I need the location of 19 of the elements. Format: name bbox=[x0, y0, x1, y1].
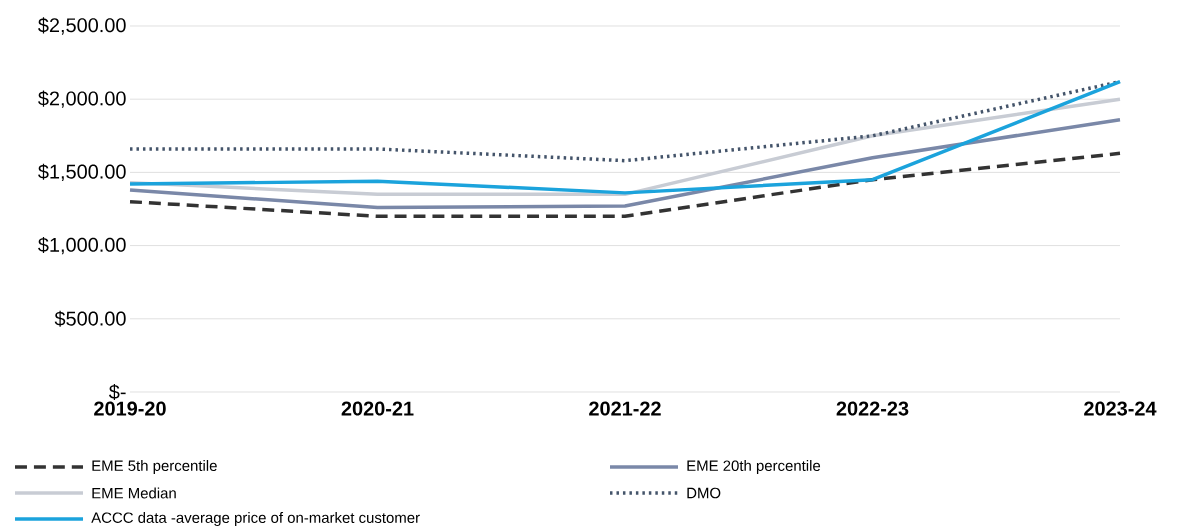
line-series bbox=[128, 117, 1122, 210]
x-tick-label: 2020-21 bbox=[341, 401, 414, 416]
legend-label: EME 20th percentile bbox=[687, 460, 821, 474]
x-tick-label: 2022-23 bbox=[836, 401, 909, 416]
y-tick-label: $1,500.00 bbox=[38, 163, 126, 182]
x-tick-label: 2019-20 bbox=[94, 401, 166, 416]
y-tick-label: $- bbox=[108, 383, 126, 401]
y-tick-label: $2,000.00 bbox=[38, 90, 126, 108]
x-tick-label: 2023-24 bbox=[1084, 401, 1157, 416]
line-series bbox=[128, 151, 1122, 219]
y-tick-label: $2,500.00 bbox=[38, 17, 126, 35]
y-tick-label: $1,000.00 bbox=[38, 236, 126, 255]
legend-label: ACCC data -average price of on-market customer bbox=[91, 512, 420, 526]
legend-label: EME Median bbox=[92, 487, 176, 499]
legend-label: EME 5th percentile bbox=[92, 460, 217, 474]
line-series bbox=[128, 79, 1122, 195]
y-tick-label: $500.00 bbox=[54, 310, 126, 327]
legend-label: DMO bbox=[687, 487, 721, 499]
x-tick-label: 2021-22 bbox=[589, 401, 661, 416]
